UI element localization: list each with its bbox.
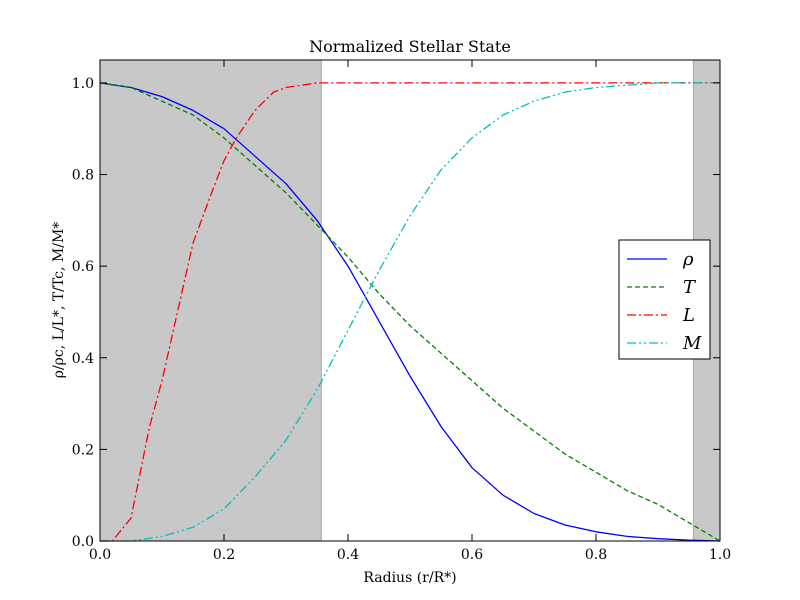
- x-tick-label: 0.4: [337, 547, 359, 563]
- series-line-2: [100, 82, 720, 542]
- y-tick-label: 0.6: [72, 259, 94, 275]
- y-tick-label: 1.0: [72, 76, 94, 92]
- plot-frame: [99, 59, 721, 542]
- legend-label-1: T: [683, 277, 697, 298]
- shaded-regions: [99, 59, 721, 542]
- x-tick-label: 0.2: [213, 547, 235, 563]
- y-axis-label: ρ/ρc, L/L*, T/Tc, M/M*: [51, 222, 67, 379]
- series-line-1: [99, 82, 721, 542]
- x-axis-label-text: Radius (r/R*): [363, 570, 456, 586]
- y-axis: 0.0 0.2 0.4 0.6 0.8 1.0: [72, 76, 720, 550]
- x-axis: 0.0 0.2 0.4 0.6 0.8 1.0: [89, 60, 731, 563]
- legend-label-2: L: [682, 305, 695, 326]
- y-tick-label: 0.4: [72, 351, 94, 367]
- series-lines: [99, 82, 721, 542]
- legend-label-3: M: [682, 333, 702, 354]
- chart-title: Normalized Stellar State: [309, 37, 511, 56]
- x-axis-label: Radius (r/R*): [363, 570, 456, 586]
- x-tick-label: 0.6: [461, 547, 483, 563]
- legend-label-0: ρ: [682, 249, 694, 270]
- x-tick-label: 1.0: [709, 547, 731, 563]
- x-tick-label: 0.8: [585, 547, 607, 563]
- x-tick-label: 0.0: [89, 547, 111, 563]
- y-tick-label: 0.0: [72, 534, 94, 550]
- series-line-0: [99, 82, 721, 542]
- legend-box: [618, 239, 711, 360]
- y-tick-label: 0.8: [72, 168, 94, 184]
- series-line-3: [100, 82, 720, 542]
- y-tick-label: 0.2: [72, 442, 94, 458]
- shaded-region-0: [99, 59, 322, 542]
